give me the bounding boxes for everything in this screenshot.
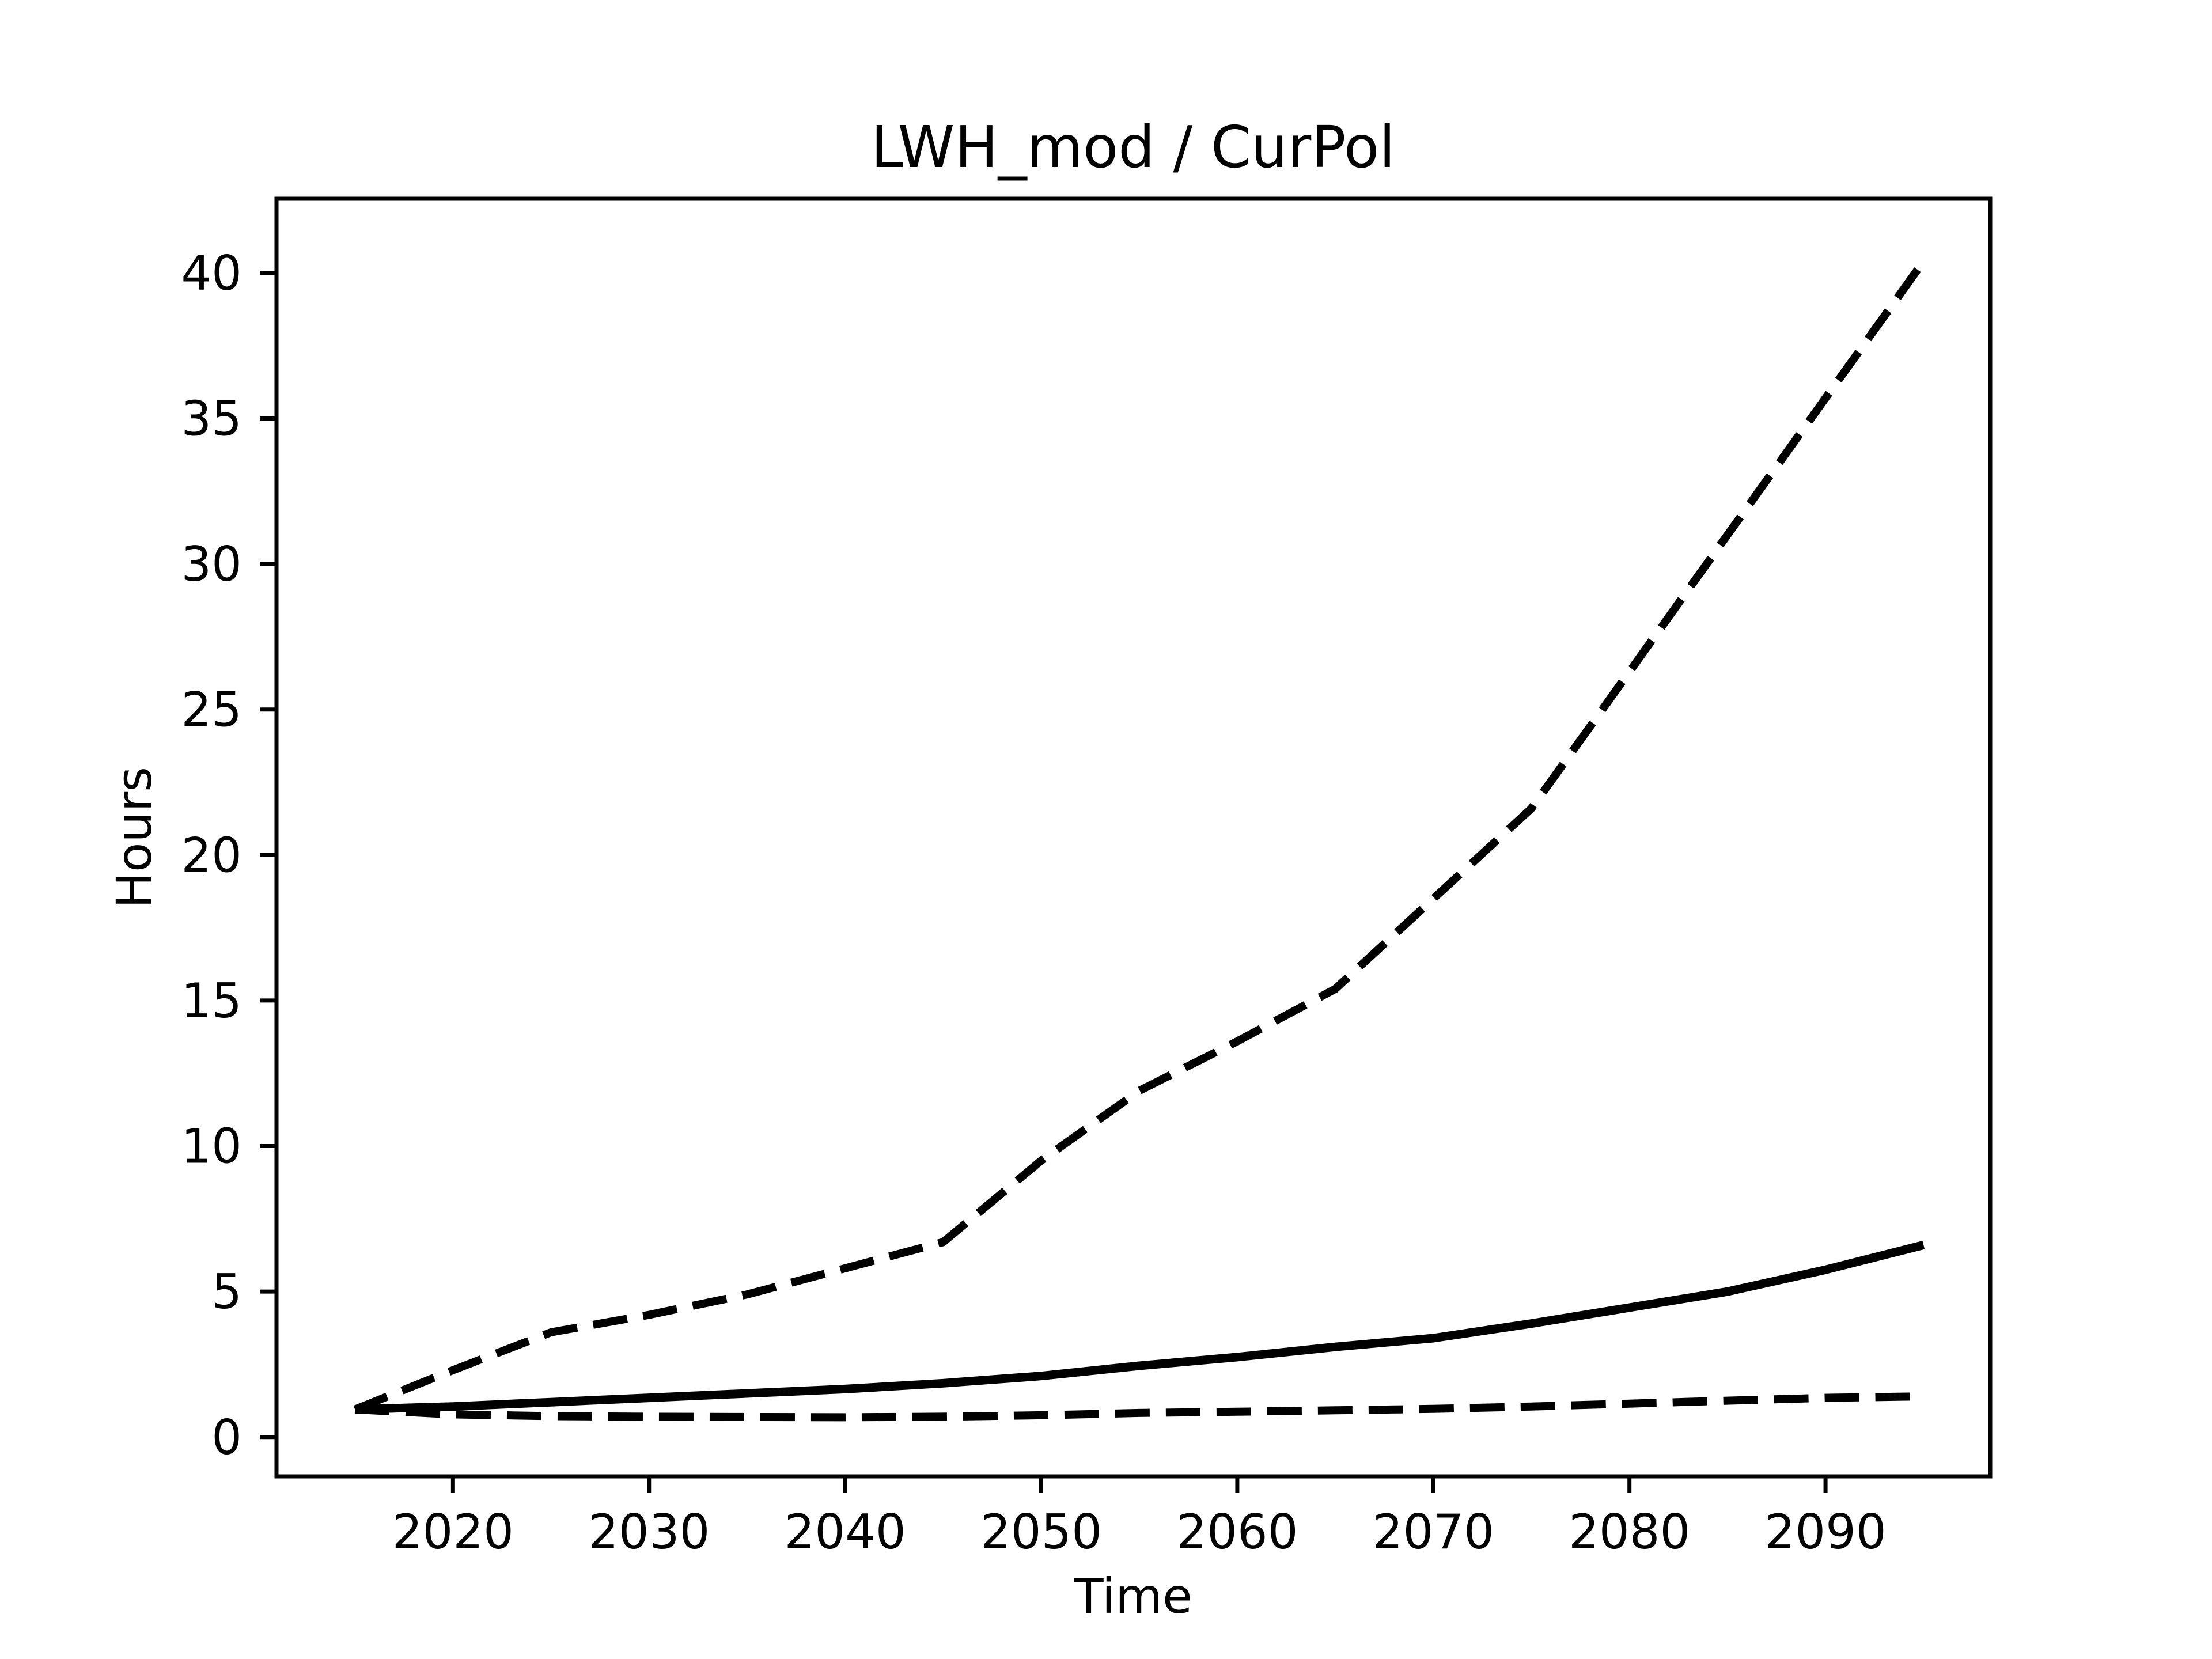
- series-upper-dashed: [353, 259, 1927, 1414]
- y-tick-label: 35: [181, 391, 242, 446]
- x-tick-label: 2090: [1764, 1504, 1886, 1560]
- y-tick-label: 20: [181, 827, 242, 883]
- x-axis-ticks: 2020 2030 2040 2050 2060 2070 2080 2090: [392, 1476, 1887, 1560]
- x-tick-label: 2050: [980, 1504, 1102, 1560]
- axes-frame: [274, 196, 1993, 1479]
- x-tick-label: 2060: [1176, 1504, 1298, 1560]
- y-tick-label: 10: [181, 1119, 242, 1175]
- y-tick-label: 15: [181, 973, 242, 1029]
- series-group: [353, 259, 1927, 1422]
- y-tick-label: 40: [181, 245, 242, 301]
- y-tick-label: 0: [211, 1410, 242, 1465]
- series-lower-dashed: [354, 1392, 1924, 1422]
- plot-area: 2020 2030 2040 2050 2060 2070 2080 2090 0510152…: [181, 196, 1993, 1560]
- x-tick-label: 2040: [785, 1504, 906, 1560]
- x-tick-label: 2080: [1569, 1504, 1690, 1560]
- y-tick-label: 30: [181, 536, 242, 592]
- series-middle-solid: [354, 1241, 1925, 1414]
- y-tick-label: 25: [181, 682, 242, 738]
- x-tick-label: 2070: [1373, 1504, 1494, 1560]
- chart-title: LWH_mod / CurPol: [871, 113, 1395, 181]
- x-axis-label: Time: [1073, 1568, 1192, 1624]
- x-tick-label: 2030: [588, 1504, 710, 1560]
- x-tick-label: 2020: [392, 1504, 514, 1560]
- y-axis-label: Hours: [106, 767, 162, 908]
- y-tick-label: 5: [211, 1264, 242, 1320]
- y-axis-ticks: 0 5 10 15 20 25 30 35 40: [181, 245, 276, 1465]
